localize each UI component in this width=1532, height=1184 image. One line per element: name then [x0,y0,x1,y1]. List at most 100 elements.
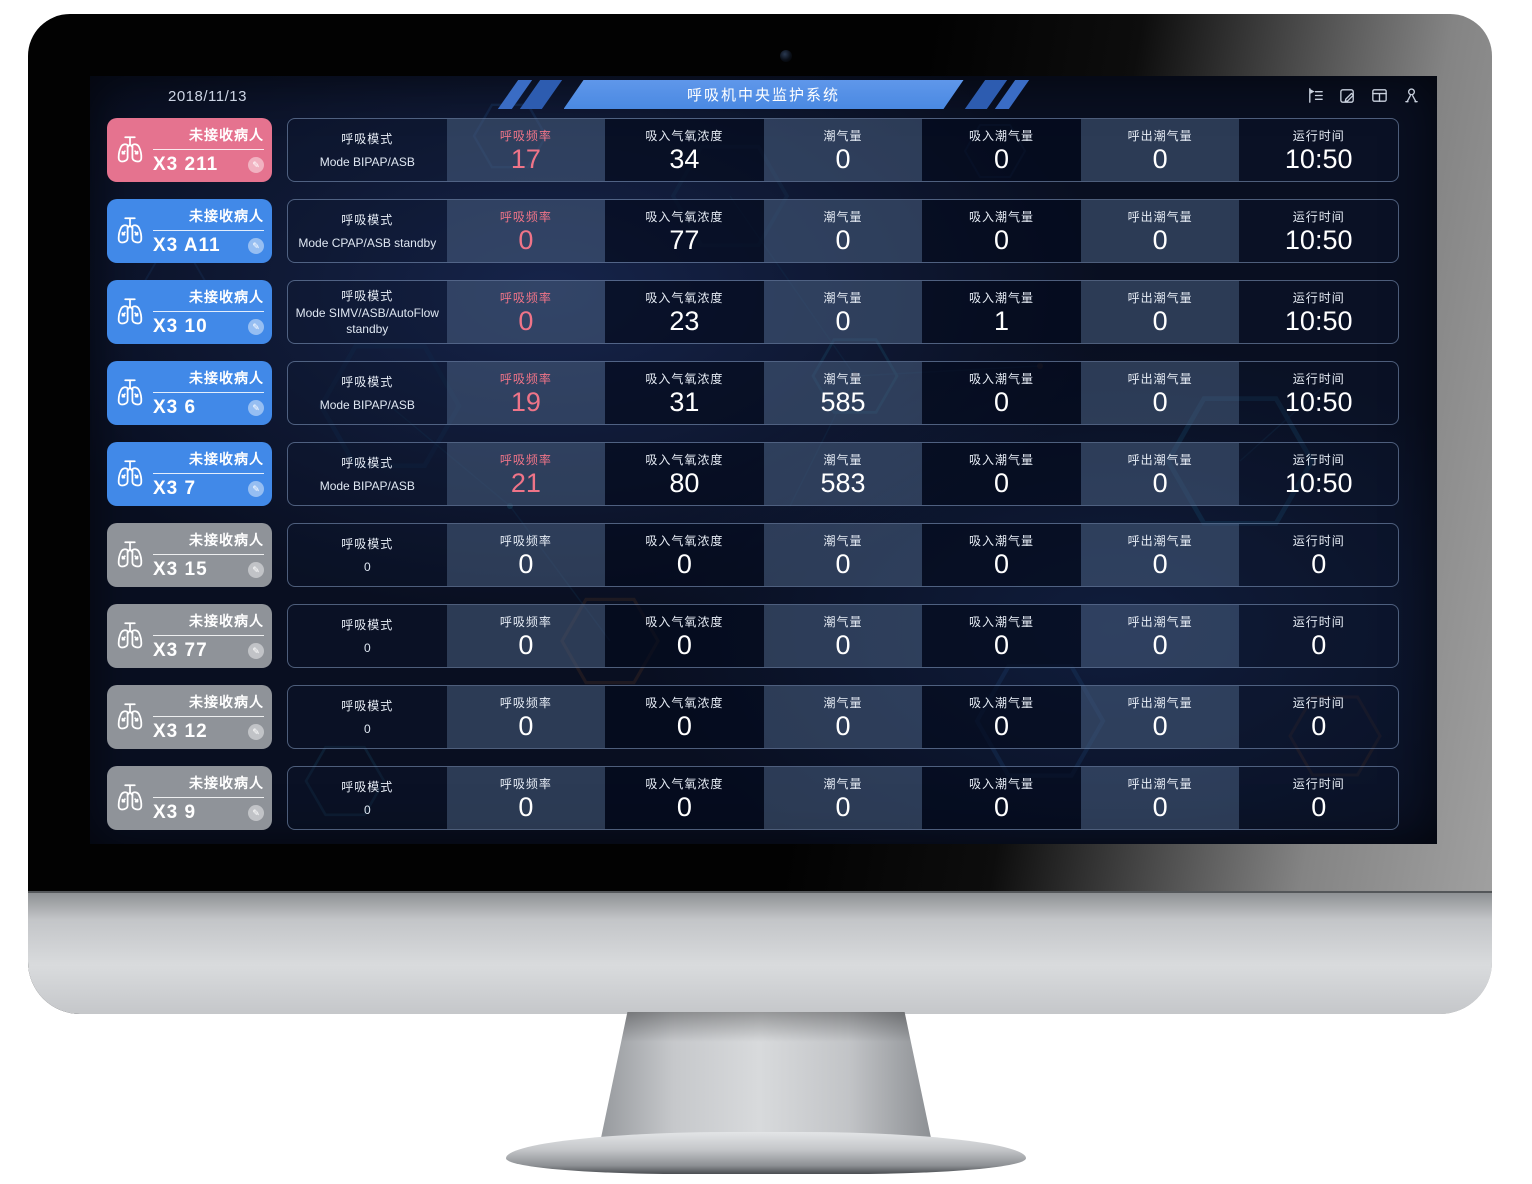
metric-label: 呼吸频率 [499,614,552,629]
metric-cell-rate: 呼吸频率 21 [446,443,606,505]
metric-value: 0 [363,640,371,655]
patient-card[interactable]: 未接收病人 X3 10 ✎ [107,280,272,344]
metric-value: 19 [510,387,541,418]
metric-value: 21 [510,468,541,499]
bed-id: X3 7 [153,478,197,499]
metric-label: 呼吸模式 [341,288,394,303]
patient-status: 未接收病人 [189,289,264,305]
metrics-row[interactable]: 呼吸模式 Mode BIPAP/ASB 呼吸频率 19 吸入气氧浓度 31 潮气量 585 吸入… [287,361,1399,425]
metric-label: 潮气量 [823,209,863,224]
metrics-row[interactable]: 呼吸模式 0 呼吸频率 0 吸入气氧浓度 0 潮气量 0 吸入潮气量 0 呼出潮气量 0 运行时间 0 [287,766,1399,830]
patient-card[interactable]: 未接收病人 X3 15 ✎ [107,523,272,587]
window-layout-icon[interactable] [1370,86,1389,105]
patient-card[interactable]: 未接收病人 X3 211 ✎ [107,118,272,182]
metric-label: 吸入气氧浓度 [645,614,724,629]
metric-cell-insp_tidal: 吸入潮气量 0 [922,119,1081,181]
metrics-row[interactable]: 呼吸模式 0 呼吸频率 0 吸入气氧浓度 0 潮气量 0 吸入潮气量 0 呼出潮气量 0 运行时间 0 [287,604,1399,668]
metric-cell-runtime: 运行时间 0 [1239,605,1398,667]
metric-label: 运行时间 [1292,776,1345,791]
monitor-stand-base [506,1132,1026,1174]
metric-label: 吸入潮气量 [969,371,1035,386]
edit-note-icon[interactable] [1338,86,1357,105]
patient-card[interactable]: 未接收病人 X3 7 ✎ [107,442,272,506]
bed-id: X3 10 [153,316,208,337]
metric-cell-insp_tidal: 吸入潮气量 0 [922,686,1081,748]
metric-cell-insp_tidal: 吸入潮气量 0 [922,362,1081,424]
metric-value: 0 [1152,549,1168,580]
metric-value: 23 [669,306,700,337]
metric-label: 潮气量 [823,695,863,710]
metrics-row[interactable]: 呼吸模式 Mode BIPAP/ASB 呼吸频率 17 吸入气氧浓度 34 潮气量 0 吸入潮气… [287,118,1399,182]
card-divider [153,635,264,636]
metric-cell-mode: 呼吸模式 0 [288,686,447,748]
metrics-row[interactable]: 呼吸模式 Mode SIMV/ASB/AutoFlow standby 呼吸频率 0 吸… [287,280,1399,344]
lungs-icon [107,766,153,830]
metric-value: 0 [1152,792,1168,823]
edit-pencil-icon[interactable]: ✎ [248,643,264,659]
metric-label: 运行时间 [1292,533,1345,548]
metric-cell-tidal: 潮气量 0 [763,767,923,829]
edit-pencil-icon[interactable]: ✎ [248,319,264,335]
metric-cell-fio2: 吸入气氧浓度 77 [605,200,764,262]
user-icon[interactable] [1402,86,1421,105]
metric-value: 0 [676,792,692,823]
metric-label: 吸入潮气量 [969,695,1035,710]
metric-value: 10:50 [1284,225,1353,256]
metrics-row[interactable]: 呼吸模式 0 呼吸频率 0 吸入气氧浓度 0 潮气量 0 吸入潮气量 0 呼出潮气量 0 运行时间 0 [287,523,1399,587]
metric-cell-tidal: 潮气量 585 [763,362,923,424]
metrics-row[interactable]: 呼吸模式 0 呼吸频率 0 吸入气氧浓度 0 潮气量 0 吸入潮气量 0 呼出潮气量 0 运行时间 0 [287,685,1399,749]
lungs-icon [107,442,153,506]
patient-card[interactable]: 未接收病人 X3 6 ✎ [107,361,272,425]
card-info: 未接收病人 X3 77 ✎ [153,604,272,668]
metric-label: 呼出潮气量 [1127,776,1193,791]
patient-row: 未接收病人 X3 10 ✎ 呼吸模式 Mode SIMV/ASB/AutoFlow st… [90,280,1437,344]
lungs-icon [107,361,153,425]
bed-id: X3 9 [153,802,197,823]
bed-id: X3 211 [153,154,219,175]
metric-cell-tidal: 潮气量 583 [763,443,923,505]
edit-pencil-icon[interactable]: ✎ [248,724,264,740]
metric-cell-mode: 呼吸模式 Mode CPAP/ASB standby [288,200,447,262]
edit-pencil-icon[interactable]: ✎ [248,157,264,173]
lungs-icon [107,280,153,344]
card-divider [153,230,264,231]
metric-value: 0 [835,549,851,580]
patient-card[interactable]: 未接收病人 X3 9 ✎ [107,766,272,830]
lungs-icon [107,604,153,668]
card-info: 未接收病人 X3 9 ✎ [153,766,272,830]
metric-value: 0 [518,306,534,337]
metric-cell-runtime: 运行时间 10:50 [1239,281,1398,343]
edit-pencil-icon[interactable]: ✎ [248,481,264,497]
edit-pencil-icon[interactable]: ✎ [248,238,264,254]
card-divider [153,797,264,798]
metric-value: 0 [994,387,1010,418]
metric-value: 31 [669,387,700,418]
patient-row: 未接收病人 X3 211 ✎ 呼吸模式 Mode BIPAP/ASB 呼吸频率 17 吸入气氧… [90,118,1437,182]
metrics-row[interactable]: 呼吸模式 Mode BIPAP/ASB 呼吸频率 21 吸入气氧浓度 80 潮气量 583 吸入… [287,442,1399,506]
metric-cell-rate: 呼吸频率 17 [446,119,606,181]
metric-cell-exp_tidal: 呼出潮气量 0 [1080,200,1240,262]
metrics-row[interactable]: 呼吸模式 Mode CPAP/ASB standby 呼吸频率 0 吸入气氧浓度 77 潮气… [287,199,1399,263]
patient-card[interactable]: 未接收病人 X3 12 ✎ [107,685,272,749]
patient-card[interactable]: 未接收病人 X3 77 ✎ [107,604,272,668]
metric-value: 0 [994,225,1010,256]
metric-cell-runtime: 运行时间 10:50 [1239,362,1398,424]
metric-cell-mode: 呼吸模式 0 [288,524,447,586]
patient-card[interactable]: 未接收病人 X3 A11 ✎ [107,199,272,263]
metric-cell-fio2: 吸入气氧浓度 0 [605,686,764,748]
metric-label: 呼吸模式 [341,699,394,714]
metric-value: 0 [1152,630,1168,661]
metric-cell-mode: 呼吸模式 0 [288,605,447,667]
metric-cell-tidal: 潮气量 0 [763,524,923,586]
edit-pencil-icon[interactable]: ✎ [248,562,264,578]
metric-label: 潮气量 [823,128,863,143]
collapse-menu-icon[interactable] [1306,86,1325,105]
edit-pencil-icon[interactable]: ✎ [248,805,264,821]
metric-label: 吸入气氧浓度 [645,533,724,548]
metric-label: 运行时间 [1292,128,1345,143]
monitor-stand-neck [601,1012,931,1138]
metric-value: 0 [518,711,534,742]
edit-pencil-icon[interactable]: ✎ [248,400,264,416]
metric-cell-runtime: 运行时间 10:50 [1239,200,1398,262]
metric-label: 呼出潮气量 [1127,695,1193,710]
